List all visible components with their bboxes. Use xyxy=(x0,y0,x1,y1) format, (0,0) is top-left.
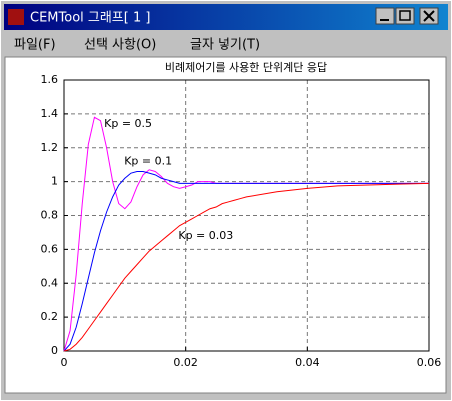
series-line xyxy=(63,170,429,352)
y-tick-label: 0 xyxy=(51,344,58,357)
maximize-icon xyxy=(399,10,411,21)
menu-item[interactable]: 글자 넣기(T) xyxy=(190,38,260,53)
y-tick-label: 1 xyxy=(51,175,58,188)
x-tick-label: 0.04 xyxy=(295,356,320,369)
menu-item[interactable]: 파일(F) xyxy=(14,38,56,53)
x-tick-label: 0 xyxy=(61,356,68,369)
title-bar xyxy=(4,4,448,30)
y-tick-label: 0.2 xyxy=(41,310,59,323)
annotation: Kp = 0.03 xyxy=(178,229,233,242)
axes-frame xyxy=(63,79,430,352)
plot-background xyxy=(4,56,447,394)
x-tick-label: 0.06 xyxy=(417,356,442,369)
window-title: CEMTool 그래프[ 1 ] xyxy=(30,11,150,26)
y-tick-label: 1.6 xyxy=(41,73,59,86)
close-icon xyxy=(423,10,435,22)
chart-title: 비례제어기를 사용한 단위계단 응답 xyxy=(165,61,327,74)
y-tick-label: 0.8 xyxy=(41,209,59,222)
series-line xyxy=(63,182,430,352)
y-tick-label: 1.4 xyxy=(41,107,59,120)
annotation: Kp = 0.5 xyxy=(104,117,152,130)
minimize-button[interactable] xyxy=(375,7,395,25)
menu-item[interactable]: 선택 사항(O) xyxy=(84,38,156,53)
y-tick-label: 0.4 xyxy=(41,276,59,289)
y-tick-label: 1.2 xyxy=(41,141,59,154)
annotation: Kp = 0.1 xyxy=(124,154,172,167)
y-tick-label: 0.6 xyxy=(41,242,59,255)
app-icon xyxy=(8,9,24,25)
x-tick-label: 0.02 xyxy=(173,356,198,369)
window-buttons[interactable] xyxy=(375,7,439,25)
plot: 0 0.2 0.4 0.6 0.8 1 1.2 1.4 1.6 0 0.02 0.04 0.06 Kp =… xyxy=(41,73,442,369)
